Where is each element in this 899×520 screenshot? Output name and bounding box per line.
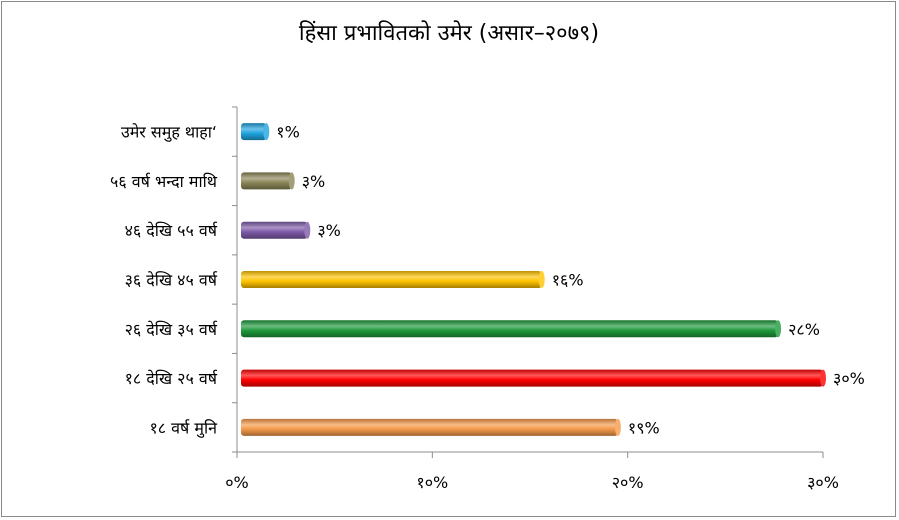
value-label: १६% <box>552 271 584 290</box>
category-label: उमेर समुह थाहा‘ <box>121 123 217 143</box>
bar <box>241 172 292 190</box>
category-label: ५६ वर्ष भन्दा माथि <box>110 172 218 191</box>
bar-cap <box>288 172 295 190</box>
bar <box>241 221 308 239</box>
bar <box>241 320 779 338</box>
category-label: २६ देखि ३५ वर्ष <box>125 320 218 339</box>
value-label: ३०% <box>833 369 865 388</box>
bar <box>241 123 267 141</box>
bar-cap <box>538 271 545 288</box>
x-tick-label: ०% <box>225 473 249 492</box>
category-label: ३६ देखि ४५ वर्ष <box>125 271 218 290</box>
value-label: १९% <box>628 418 660 437</box>
bar <box>241 418 618 436</box>
value-label: ३% <box>302 172 326 191</box>
bar <box>241 271 542 288</box>
value-label: १% <box>276 123 300 142</box>
axes: ०% १०% २०% ३०% <box>225 106 839 492</box>
bar-cap <box>820 369 826 387</box>
x-tick-label: २०% <box>612 473 644 492</box>
x-tick-label: १०% <box>416 473 448 492</box>
chart-title: हिंसा प्रभावितको उमेर (असार–२०७९) <box>299 20 599 46</box>
bar-cap <box>775 320 782 338</box>
category-label: ४६ देखि ५५ वर्ष <box>125 221 218 240</box>
x-tick-label: ३०% <box>807 473 839 492</box>
value-label: ३% <box>317 221 341 240</box>
bars <box>241 123 826 436</box>
bar <box>241 369 823 387</box>
labels: उमेर समुह थाहा‘ १% ५६ वर्ष भन्दा माथि ३% ४६ … <box>110 123 865 439</box>
bar-cap <box>304 221 311 239</box>
bar-cap <box>614 418 621 436</box>
category-label: १८ वर्ष मुनि <box>149 418 218 438</box>
value-label: २८% <box>788 320 820 339</box>
bar-cap <box>263 123 270 141</box>
category-label: १८ देखि २५ वर्ष <box>125 369 218 388</box>
